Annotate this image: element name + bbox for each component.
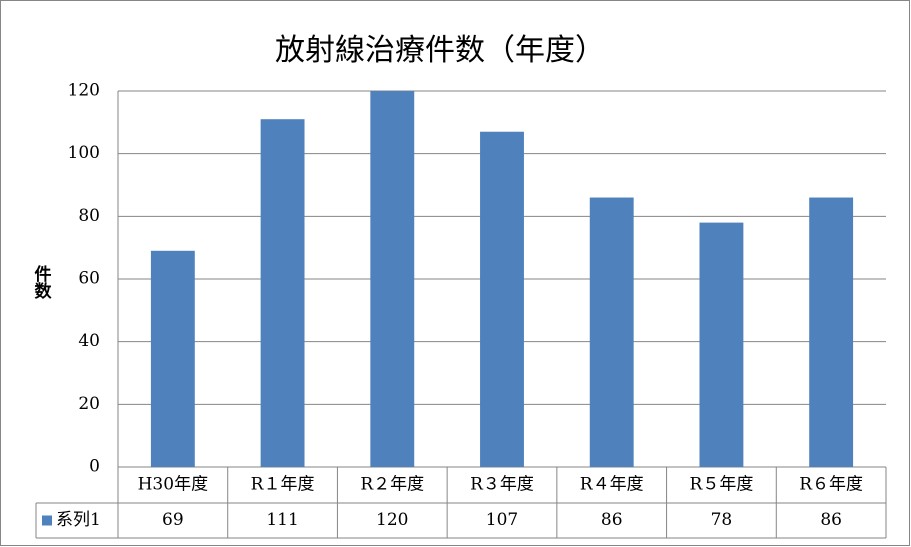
y-tick-label: 0 (89, 457, 100, 477)
chart-title: 放射線治療件数（年度） (275, 33, 605, 68)
table-value: 86 (601, 510, 623, 530)
table-value: 120 (376, 510, 408, 530)
table-value: 78 (711, 510, 733, 530)
x-tick-label: R３年度 (470, 475, 534, 495)
bar (370, 91, 415, 467)
y-tick-label: 120 (68, 81, 100, 101)
bar (480, 131, 524, 467)
x-tick-label: R４年度 (580, 475, 644, 495)
bar (260, 119, 305, 467)
bar (150, 250, 195, 467)
table-value: 86 (820, 510, 842, 530)
table-value: 107 (486, 510, 518, 530)
y-tick-label: 40 (78, 331, 100, 351)
x-tick-label: R５年度 (690, 475, 754, 495)
legend-swatch (42, 515, 52, 526)
y-tick-label: 60 (78, 269, 100, 289)
x-tick-label: R１年度 (251, 475, 315, 495)
x-tick-label: H30年度 (138, 475, 208, 495)
bar (809, 197, 854, 468)
y-axis-label: 件数 (31, 264, 52, 300)
y-tick-label: 20 (78, 394, 100, 414)
x-tick-label: R６年度 (799, 475, 863, 495)
bar (699, 222, 744, 467)
y-tick-label: 80 (78, 206, 100, 226)
x-tick-label: R２年度 (360, 475, 424, 495)
bar (589, 197, 634, 468)
table-value: 111 (266, 510, 298, 530)
legend-label: 系列1 (56, 510, 101, 530)
table-value: 69 (162, 510, 184, 530)
y-tick-label: 100 (68, 143, 100, 163)
